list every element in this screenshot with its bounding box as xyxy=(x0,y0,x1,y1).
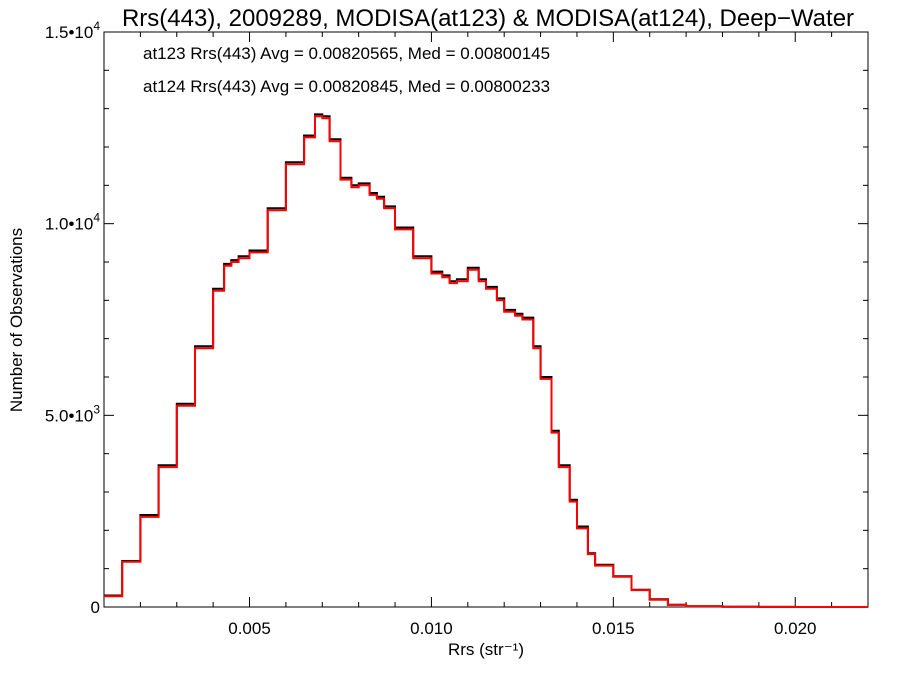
series-line-1 xyxy=(104,113,868,608)
x-axis-label: Rrs (str⁻¹) xyxy=(448,640,524,659)
y-tick-label: 1.5•104 xyxy=(45,19,101,42)
annotation-at124-stats: at124 Rrs(443) Avg = 0.00820845, Med = 0… xyxy=(143,77,550,96)
series-group xyxy=(104,113,868,608)
plot-frame xyxy=(103,31,869,608)
annotation-at123-stats: at123 Rrs(443) Avg = 0.00820565, Med = 0… xyxy=(143,44,550,63)
x-tick-label: 0.015 xyxy=(592,619,635,638)
y-tick-label: 1.0•104 xyxy=(45,211,101,234)
y-tick-label: 0 xyxy=(91,598,100,617)
x-tick-label: 0.005 xyxy=(228,619,271,638)
series-line-2 xyxy=(104,115,868,608)
y-axis: 0 5.0•103 1.0•104 1.5•104 xyxy=(45,19,868,617)
x-axis: 0.005 0.010 0.015 0.020 xyxy=(103,32,869,638)
y-axis-label: Number of Observations xyxy=(7,228,26,412)
plot-border xyxy=(103,31,869,608)
chart-title: Rrs(443), 2009289, MODISA(at123) & MODIS… xyxy=(122,5,854,32)
y-tick-label: 5.0•103 xyxy=(45,402,101,425)
x-tick-label: 0.010 xyxy=(410,619,453,638)
x-tick-label: 0.020 xyxy=(774,619,817,638)
